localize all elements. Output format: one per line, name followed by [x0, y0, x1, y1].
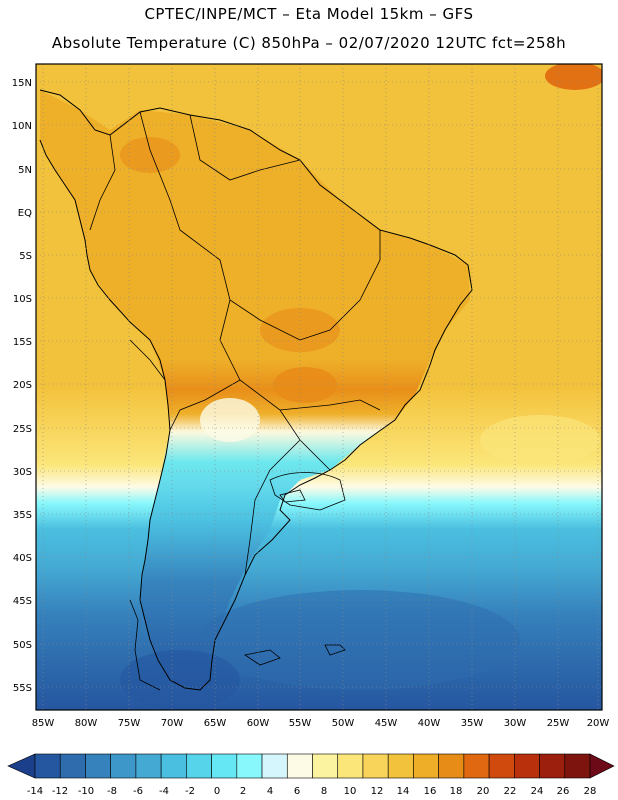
chart-title: CPTEC/INPE/MCT – Eta Model 15km – GFS — [144, 5, 474, 23]
scale-arrow-low — [7, 753, 36, 779]
lon-label: 50W — [332, 718, 355, 729]
scale-box — [211, 753, 238, 779]
scale-label: 20 — [477, 786, 490, 797]
scale-box — [362, 753, 389, 779]
scale-box — [135, 753, 162, 779]
scale-label: 6 — [294, 786, 300, 797]
scale-label: -14 — [27, 786, 43, 797]
scale-box — [34, 753, 61, 779]
scale-label: 0 — [214, 786, 220, 797]
scale-label: -8 — [107, 786, 117, 797]
lat-label: 10S — [13, 294, 32, 305]
lon-label: 70W — [161, 718, 184, 729]
cold-core — [200, 590, 520, 690]
lat-label: 5N — [18, 165, 32, 176]
lat-label: 5S — [19, 251, 32, 262]
scale-label: 12 — [371, 786, 384, 797]
lat-label: EQ — [18, 208, 32, 219]
scale-label: 10 — [344, 786, 357, 797]
scale-label: -6 — [133, 786, 143, 797]
scale-box — [85, 753, 111, 779]
scale-label: -2 — [185, 786, 195, 797]
lon-label: 45W — [375, 718, 398, 729]
scale-label: -10 — [78, 786, 94, 797]
scale-label: 26 — [557, 786, 570, 797]
warm-core — [273, 367, 337, 403]
scale-box — [413, 753, 439, 779]
color-scale-boxes — [7, 753, 615, 779]
latitude-labels: 15N 10N 5N EQ 5S 10S 15S 20S 25S 30S 35S… — [12, 78, 32, 694]
lat-label: 15S — [13, 337, 32, 348]
map-frame — [35, 63, 603, 711]
lon-label: 20W — [587, 718, 610, 729]
scale-label: 28 — [584, 786, 597, 797]
lat-label: 10N — [12, 121, 32, 132]
scale-box — [186, 753, 212, 779]
scale-box — [286, 753, 313, 779]
scale-box — [312, 753, 339, 779]
scale-box — [514, 753, 540, 779]
lon-label: 65W — [204, 718, 227, 729]
scale-label: 4 — [267, 786, 273, 797]
warm-core — [260, 308, 340, 352]
lat-label: 15N — [12, 78, 32, 89]
lon-label: 40W — [418, 718, 441, 729]
lon-label: 55W — [289, 718, 312, 729]
lat-label: 50S — [13, 640, 32, 651]
lat-label: 55S — [13, 683, 32, 694]
coastline — [269, 472, 346, 511]
warm-core — [545, 64, 602, 90]
lon-label: 35W — [461, 718, 484, 729]
lon-label: 85W — [32, 718, 55, 729]
scale-box — [539, 753, 566, 779]
lon-label: 75W — [118, 718, 141, 729]
scale-box — [463, 753, 490, 779]
lat-label: 40S — [13, 553, 32, 564]
scale-box — [261, 753, 288, 779]
scale-label: 16 — [424, 786, 437, 797]
color-scale: -14 -12 -10 -8 -6 -4 -2 0 2 4 6 8 10 12 … — [7, 753, 615, 797]
longitude-labels: 85W 80W 75W 70W 65W 60W 55W 50W 45W 40W … — [32, 718, 610, 729]
scale-label: -12 — [52, 786, 68, 797]
lon-label: 30W — [504, 718, 527, 729]
scale-label: 24 — [531, 786, 544, 797]
warm-core — [120, 137, 180, 173]
scale-box — [59, 753, 86, 779]
scale-label: 18 — [450, 786, 463, 797]
scale-box — [564, 753, 591, 779]
coastline — [129, 599, 346, 691]
scale-arrow-high — [589, 753, 615, 779]
scale-label: -4 — [159, 786, 169, 797]
scale-label: 14 — [397, 786, 410, 797]
lat-label: 30S — [13, 467, 32, 478]
chart-subtitle: Absolute Temperature (C) 850hPa – 02/07/… — [51, 34, 567, 52]
lat-label: 45S — [13, 596, 32, 607]
cool-spot — [200, 398, 260, 442]
south-america-coastline — [39, 89, 473, 691]
scale-box — [387, 753, 414, 779]
lat-label: 25S — [13, 424, 32, 435]
lat-label: 35S — [13, 510, 32, 521]
lat-label: 20S — [13, 380, 32, 391]
scale-label: 2 — [240, 786, 246, 797]
cool-spot — [480, 415, 600, 465]
scale-label: 8 — [321, 786, 327, 797]
scale-box — [236, 753, 263, 779]
color-scale-labels: -14 -12 -10 -8 -6 -4 -2 0 2 4 6 8 10 12 … — [27, 786, 597, 797]
lon-label: 80W — [75, 718, 98, 729]
lon-label: 60W — [247, 718, 270, 729]
scale-label: 22 — [504, 786, 517, 797]
scale-box — [337, 753, 364, 779]
scale-box — [438, 753, 465, 779]
lon-label: 25W — [547, 718, 570, 729]
cold-core — [120, 650, 240, 710]
scale-box — [110, 753, 137, 779]
scale-box — [488, 753, 515, 779]
scale-box — [160, 753, 187, 779]
